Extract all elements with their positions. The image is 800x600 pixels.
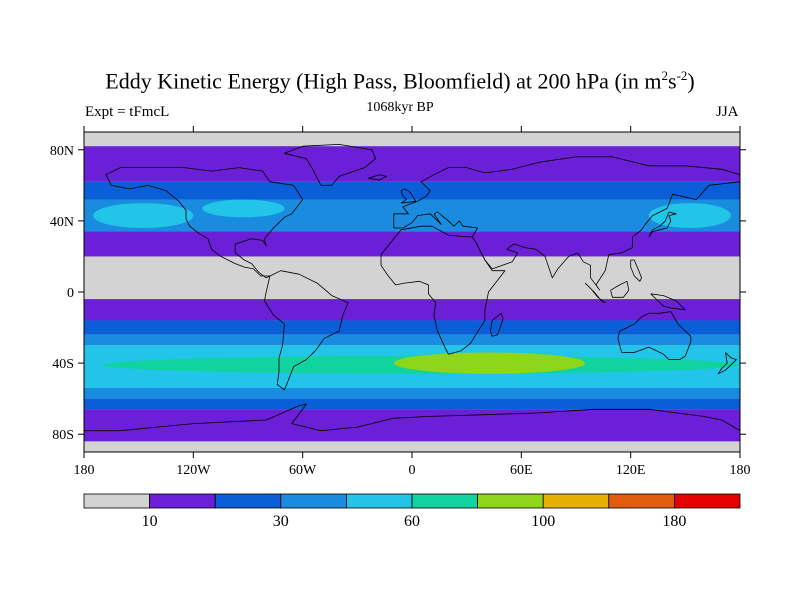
colorbar: 10 30 60 100 180 (83, 493, 741, 530)
lon-tick-label-4: 60E (510, 463, 533, 478)
coastline-15 (630, 259, 642, 282)
lat-tick-label-0: 80N (50, 144, 74, 159)
coastline-13 (717, 352, 737, 375)
colorbar-label-1: 30 (273, 513, 289, 530)
colorbar-box-2 (214, 493, 282, 509)
chart-title: Eddy Kinetic Energy (High Pass, Bloomfie… (105, 68, 695, 94)
colorbar-box-4 (345, 493, 413, 509)
field-band-6 (84, 334, 740, 346)
coastline-3 (380, 225, 506, 355)
lon-tick-label-5: 120E (616, 463, 646, 478)
experiment-label: Expt = tFmcL (85, 104, 170, 120)
colorbar-label-2: 60 (404, 513, 420, 530)
colorbar-box-7 (542, 493, 610, 509)
coastline-12 (489, 312, 504, 337)
chart-subtitle: 1068kyr BP (366, 100, 434, 115)
field-band-4 (84, 299, 740, 321)
lon-tick-label-6: 180 (730, 463, 751, 478)
coastline-9 (584, 282, 606, 304)
colorbar-box-5 (411, 493, 478, 509)
coastline-2 (393, 156, 740, 291)
colorbar-box-1 (149, 493, 216, 509)
field-patch-2 (648, 203, 731, 228)
colorbar-label-3: 100 (531, 513, 555, 530)
lat-tick-label-3: 40S (52, 357, 74, 372)
lat-tick-label-4: 80S (52, 428, 74, 443)
coastline-5 (84, 403, 740, 442)
coastline-10 (610, 280, 630, 298)
colorbar-label-4: 180 (662, 513, 686, 530)
field-patch-0 (93, 203, 194, 228)
colorbar-box-0 (83, 493, 150, 509)
coastline-8 (648, 211, 677, 238)
coastline-7 (400, 188, 417, 204)
lon-tick-label-0: 180 (74, 463, 95, 478)
map-field (84, 132, 740, 452)
coastline-4 (617, 311, 692, 361)
colorbar-box-6 (477, 493, 544, 509)
colorbar-label-0: 10 (142, 513, 158, 530)
colorbar-box-3 (280, 493, 347, 509)
map-axes: 180 120W 60W 0 60E 120E 180 80N 40N 0 40S 80S (50, 126, 751, 478)
field-patch-1 (202, 199, 285, 218)
field-band-1 (84, 181, 740, 200)
season-label: JJA (716, 104, 739, 120)
lon-tick-label-1: 120W (176, 463, 211, 478)
coastlines (84, 143, 740, 442)
field-band-5 (84, 320, 740, 335)
colorbar-box-8 (608, 493, 675, 509)
field-band-0 (84, 146, 740, 182)
coastline-6 (283, 143, 377, 186)
coastline-14 (368, 174, 387, 181)
colorbar-box-9 (674, 493, 741, 509)
field-band-8 (84, 388, 740, 399)
coastline-11 (650, 293, 686, 311)
field-patch-4 (393, 352, 586, 374)
coastline-1 (263, 270, 349, 391)
lat-tick-label-2: 0 (67, 286, 74, 301)
coastline-0 (105, 167, 304, 279)
lat-tick-label-1: 40N (50, 215, 74, 230)
field-band-10 (84, 409, 740, 442)
field-band-3 (84, 231, 740, 257)
field-band-9 (84, 398, 740, 410)
lon-tick-label-3: 0 (409, 463, 416, 478)
lon-tick-label-2: 60W (289, 463, 317, 478)
